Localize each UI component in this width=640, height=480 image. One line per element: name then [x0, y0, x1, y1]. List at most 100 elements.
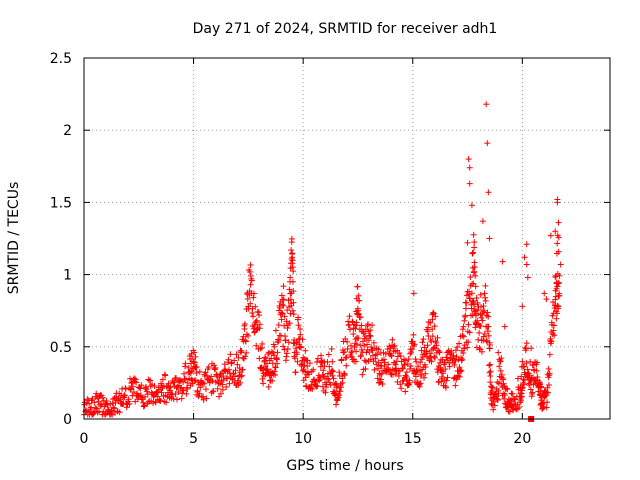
- data-point: [295, 322, 301, 328]
- data-point: [280, 343, 286, 349]
- data-point: [302, 348, 308, 354]
- data-point: [470, 250, 476, 256]
- data-point: [524, 261, 530, 267]
- data-point: [465, 240, 471, 246]
- data-point: [470, 250, 476, 256]
- data-point: [486, 236, 492, 242]
- data-points: [81, 101, 564, 422]
- data-point: [474, 295, 480, 301]
- data-point: [465, 339, 471, 345]
- x-tick-label: 15: [404, 431, 422, 447]
- data-point: [353, 348, 359, 354]
- data-point: [509, 391, 515, 397]
- data-point: [461, 334, 467, 340]
- data-point: [411, 290, 417, 296]
- data-point: [490, 407, 496, 413]
- data-point: [419, 339, 425, 345]
- data-point: [431, 310, 437, 316]
- y-tick-label: 1: [63, 268, 72, 284]
- data-point: [496, 363, 502, 369]
- y-tick-label: 0: [63, 412, 72, 428]
- data-point: [488, 368, 494, 374]
- data-point: [158, 398, 164, 404]
- data-point: [554, 240, 560, 246]
- data-point: [445, 375, 451, 381]
- data-point: [476, 330, 482, 336]
- data-point: [297, 326, 303, 332]
- data-point: [288, 247, 294, 253]
- data-point: [402, 389, 408, 395]
- data-point: [487, 379, 493, 385]
- data-point: [287, 274, 293, 280]
- data-point: [250, 313, 256, 319]
- data-point: [483, 101, 489, 107]
- data-point: [486, 362, 492, 368]
- data-point: [485, 314, 491, 320]
- data-point: [174, 384, 180, 390]
- data-point: [275, 338, 281, 344]
- data-point: [273, 327, 279, 333]
- data-point: [478, 292, 484, 298]
- data-point: [289, 236, 295, 242]
- data-point: [484, 140, 490, 146]
- data-point: [546, 366, 552, 372]
- data-point: [283, 354, 289, 360]
- data-point: [338, 384, 344, 390]
- data-point: [519, 303, 525, 309]
- data-point: [452, 383, 458, 389]
- data-point: [266, 384, 272, 390]
- data-point: [336, 369, 342, 375]
- x-axis-label: GPS time / hours: [286, 458, 403, 474]
- data-point: [463, 305, 469, 311]
- y-tick-label: 1.5: [50, 195, 72, 211]
- data-point: [480, 317, 486, 323]
- x-tick-label: 0: [80, 431, 89, 447]
- data-point: [347, 326, 353, 332]
- data-point: [259, 341, 265, 347]
- data-point: [426, 319, 432, 325]
- data-point: [355, 284, 361, 290]
- data-point: [558, 261, 564, 267]
- data-point: [484, 339, 490, 345]
- data-point: [494, 379, 500, 385]
- data-point: [362, 357, 368, 363]
- data-point: [434, 366, 440, 372]
- data-point: [480, 218, 486, 224]
- data-point: [371, 367, 377, 373]
- data-point: [360, 338, 366, 344]
- data-point: [500, 259, 506, 265]
- data-point: [524, 241, 530, 247]
- data-point: [260, 380, 266, 386]
- data-point: [347, 313, 353, 319]
- data-point: [528, 345, 534, 351]
- data-point: [226, 381, 232, 387]
- data-point: [472, 324, 478, 330]
- data-point: [329, 359, 335, 365]
- data-point: [248, 262, 254, 268]
- data-point: [358, 322, 364, 328]
- data-point: [404, 369, 410, 375]
- data-point: [333, 402, 339, 408]
- data-point: [248, 282, 254, 288]
- data-point: [137, 385, 143, 391]
- data-point: [547, 352, 553, 358]
- data-point: [551, 332, 557, 338]
- data-point: [548, 233, 554, 239]
- data-point: [502, 324, 508, 330]
- data-point: [472, 273, 478, 279]
- data-point: [318, 353, 324, 359]
- data-point: [485, 189, 491, 195]
- data-point: [293, 369, 299, 375]
- y-axis: 00.511.522.5: [50, 51, 72, 428]
- data-point: [543, 296, 549, 302]
- data-point: [525, 274, 531, 280]
- data-point: [259, 376, 265, 382]
- data-point: [329, 346, 335, 352]
- data-point: [457, 367, 463, 373]
- chart-title: Day 271 of 2024, SRMTID for receiver adh…: [193, 21, 498, 37]
- data-point: [524, 340, 530, 346]
- data-point: [227, 351, 233, 357]
- data-point: [389, 337, 395, 343]
- data-point: [529, 390, 535, 396]
- data-point: [251, 326, 257, 332]
